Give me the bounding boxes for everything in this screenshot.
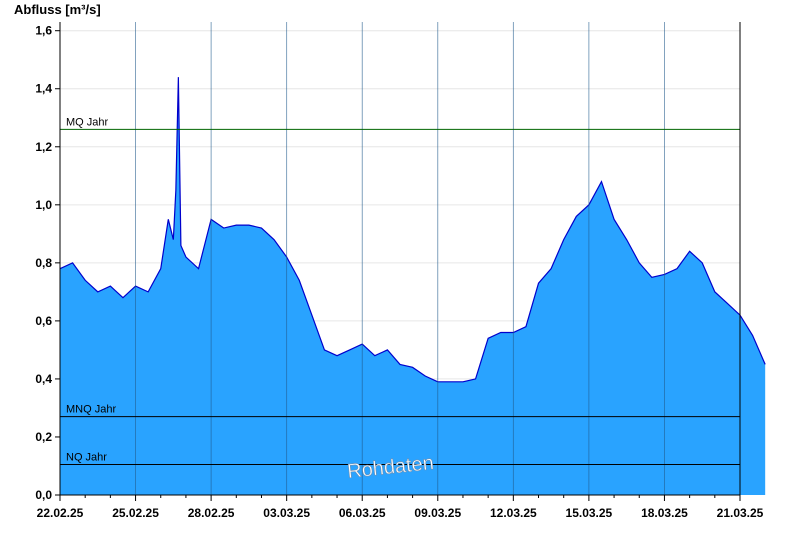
y-tick-label-6: 1,2 <box>35 140 52 154</box>
x-tick-label-0: 22.02.25 <box>37 506 84 520</box>
discharge-area-series <box>59 77 766 495</box>
x-tick-label-3: 03.03.25 <box>263 506 310 520</box>
reference-line-label-0: MQ Jahr <box>66 116 109 128</box>
y-tick-label-2: 0,4 <box>35 372 52 386</box>
y-tick-label-0: 0,0 <box>35 488 52 502</box>
discharge-line <box>59 77 766 383</box>
x-tick-label-8: 18.03.25 <box>641 506 688 520</box>
x-tick-label-7: 15.03.25 <box>566 506 613 520</box>
x-tick-label-9: 21.03.25 <box>717 506 764 520</box>
reference-line-label-1: MNQ Jahr <box>66 404 116 416</box>
reference-lines: MQ Jahr MNQ Jahr NQ Jahr <box>60 116 740 466</box>
x-tick-label-6: 12.03.25 <box>490 506 537 520</box>
y-tick-label-3: 0,6 <box>35 314 52 328</box>
x-tick-label-1: 25.02.25 <box>112 506 159 520</box>
y-tick-label-4: 0,8 <box>35 256 52 270</box>
y-tick-label-8: 1,6 <box>35 24 52 38</box>
discharge-area-fill <box>60 77 766 495</box>
y-tick-labels: 0,0 0,2 0,4 0,6 0,8 1,0 1,2 1,4 1,6 <box>35 24 60 502</box>
reference-line-label-2: NQ Jahr <box>66 452 107 464</box>
y-tick-label-1: 0,2 <box>35 430 52 444</box>
x-tick-label-5: 09.03.25 <box>414 506 461 520</box>
y-axis-label: Abfluss [m³/s] <box>14 2 101 17</box>
x-tick-label-2: 28.02.25 <box>188 506 235 520</box>
y-tick-label-7: 1,4 <box>35 82 52 96</box>
x-tick-label-4: 06.03.25 <box>339 506 386 520</box>
axes <box>59 22 741 496</box>
x-tick-labels: 22.02.25 25.02.25 28.02.25 03.03.25 06.03.25… <box>37 495 764 520</box>
y-tick-label-5: 1,0 <box>35 198 52 212</box>
